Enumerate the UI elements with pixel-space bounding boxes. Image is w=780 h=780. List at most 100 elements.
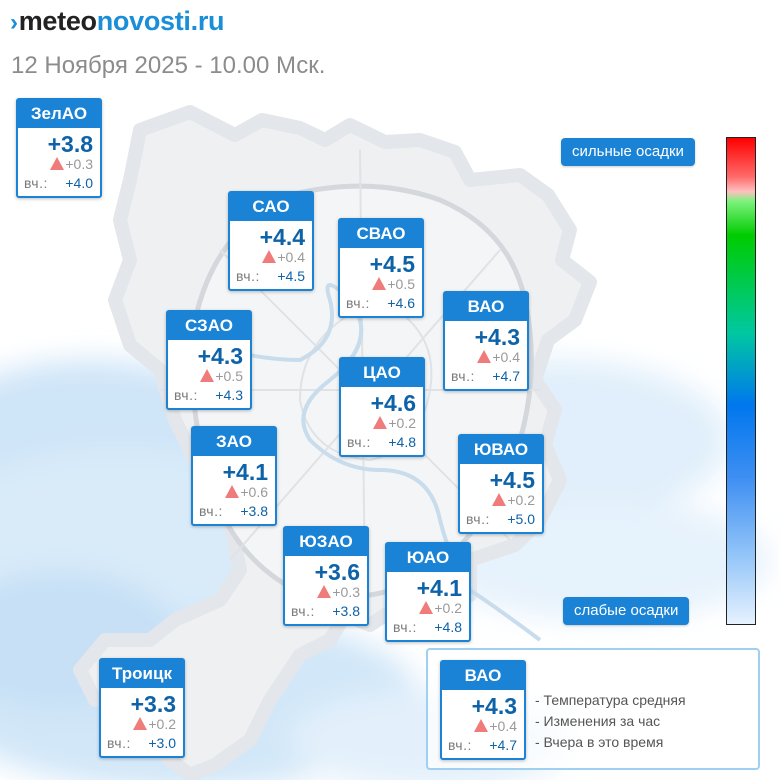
yesterday-label: вч.: xyxy=(174,387,198,403)
district-name: ЗелАО xyxy=(18,100,100,128)
triangle-up-icon xyxy=(200,369,215,382)
legend-sample-card: ВАО +4.3 +0.4 вч.: +4.7 xyxy=(440,660,526,760)
logo-text-meteo: meteo xyxy=(18,6,97,36)
precip-weak-label: слабые осадки xyxy=(563,597,690,625)
district-card-svao[interactable]: СВАО +4.5 +0.5 вч.: +4.6 xyxy=(338,218,424,318)
change-value: +0.3 xyxy=(332,584,360,600)
district-change: +0.5 xyxy=(200,368,243,384)
precip-strong-label: сильные осадки xyxy=(561,138,695,166)
district-card-yuvao[interactable]: ЮВАО +4.5 +0.2 вч.: +5.0 xyxy=(458,434,544,534)
district-card-zelao[interactable]: ЗелАО +3.8 +0.3 вч.: +4.0 xyxy=(16,98,102,198)
district-temp: +4.3 xyxy=(471,693,517,719)
district-temp: +3.3 xyxy=(130,691,176,717)
district-temp: +4.1 xyxy=(222,459,268,485)
district-change: +0.2 xyxy=(373,415,416,431)
district-name: СВАО xyxy=(340,220,422,248)
site-logo[interactable]: ›meteonovosti.ru xyxy=(10,6,225,37)
change-value: +0.5 xyxy=(387,276,415,292)
district-temp: +4.6 xyxy=(370,390,416,416)
yesterday-label: вч.: xyxy=(346,295,370,311)
triangle-up-icon xyxy=(317,585,332,598)
district-name: ЮВАО xyxy=(460,436,542,464)
district-change: +0.4 xyxy=(262,249,305,265)
district-change: +0.2 xyxy=(133,716,176,732)
change-value: +0.4 xyxy=(492,349,520,365)
yesterday-label: вч.: xyxy=(24,175,48,191)
district-name: ЦАО xyxy=(341,359,423,387)
change-value: +0.2 xyxy=(148,716,176,732)
district-card-yuao[interactable]: ЮАО +4.1 +0.2 вч.: +4.8 xyxy=(385,542,471,642)
change-value: +0.2 xyxy=(507,492,535,508)
change-value: +0.3 xyxy=(65,156,93,172)
district-name: СЗАО xyxy=(168,312,250,340)
district-yesterday: вч.: +4.5 xyxy=(236,268,305,284)
yesterday-value: +4.0 xyxy=(65,175,93,191)
district-yesterday: вч.: +4.7 xyxy=(448,737,517,753)
yesterday-label: вч.: xyxy=(393,619,417,635)
yesterday-value: +4.3 xyxy=(215,387,243,403)
district-change: +0.4 xyxy=(474,718,517,734)
district-change: +0.5 xyxy=(372,276,415,292)
triangle-up-icon xyxy=(419,601,434,614)
yesterday-value: +4.7 xyxy=(489,737,517,753)
district-name: ВАО xyxy=(445,293,527,321)
triangle-up-icon xyxy=(225,485,240,498)
logo-chevron-icon: › xyxy=(10,9,18,36)
yesterday-value: +4.6 xyxy=(387,295,415,311)
district-change: +0.2 xyxy=(492,492,535,508)
change-value: +0.5 xyxy=(215,368,243,384)
district-name: Троицк xyxy=(101,660,183,688)
district-yesterday: вч.: +3.0 xyxy=(107,735,176,751)
district-temp: +4.5 xyxy=(369,251,415,277)
district-yesterday: вч.: +4.8 xyxy=(347,434,416,450)
yesterday-value: +3.0 xyxy=(148,735,176,751)
legend-item-yesterday: - Вчера в это время xyxy=(535,734,664,750)
triangle-up-icon xyxy=(474,719,489,732)
district-card-szao[interactable]: СЗАО +4.3 +0.5 вч.: +4.3 xyxy=(166,310,252,410)
district-temp: +3.8 xyxy=(47,131,93,157)
district-yesterday: вч.: +4.3 xyxy=(174,387,243,403)
district-card-sao[interactable]: САО +4.4 +0.4 вч.: +4.5 xyxy=(228,191,314,291)
yesterday-label: вч.: xyxy=(347,434,371,450)
logo-text-novosti: novosti.ru xyxy=(96,6,225,36)
yesterday-label: вч.: xyxy=(199,503,223,519)
district-card-yuzao[interactable]: ЮЗАО +3.6 +0.3 вч.: +3.8 xyxy=(283,526,369,626)
yesterday-label: вч.: xyxy=(236,268,260,284)
district-temp: +4.3 xyxy=(197,343,243,369)
yesterday-value: +4.7 xyxy=(492,368,520,384)
yesterday-value: +3.8 xyxy=(332,603,360,619)
district-card-troitsk[interactable]: Троицк +3.3 +0.2 вч.: +3.0 xyxy=(99,658,185,758)
yesterday-value: +5.0 xyxy=(507,511,535,527)
district-card-zao[interactable]: ЗАО +4.1 +0.6 вч.: +3.8 xyxy=(191,426,277,526)
yesterday-value: +4.8 xyxy=(388,434,416,450)
yesterday-label: вч.: xyxy=(451,368,475,384)
district-card-cao[interactable]: ЦАО +4.6 +0.2 вч.: +4.8 xyxy=(339,357,425,457)
district-yesterday: вч.: +4.7 xyxy=(451,368,520,384)
change-value: +0.4 xyxy=(277,249,305,265)
triangle-up-icon xyxy=(50,157,65,170)
yesterday-value: +4.5 xyxy=(277,268,305,284)
district-name: ЮЗАО xyxy=(285,528,367,556)
triangle-up-icon xyxy=(133,717,148,730)
district-change: +0.4 xyxy=(477,349,520,365)
triangle-up-icon xyxy=(477,350,492,363)
district-temp: +4.3 xyxy=(474,324,520,350)
yesterday-label: вч.: xyxy=(466,511,490,527)
change-value: +0.2 xyxy=(434,600,462,616)
yesterday-value: +3.8 xyxy=(240,503,268,519)
legend-item-avg-temp: - Температура средняя xyxy=(535,692,686,708)
change-value: +0.6 xyxy=(240,484,268,500)
district-yesterday: вч.: +3.8 xyxy=(291,603,360,619)
triangle-up-icon xyxy=(262,250,277,263)
district-name: САО xyxy=(230,193,312,221)
district-card-vao[interactable]: ВАО +4.3 +0.4 вч.: +4.7 xyxy=(443,291,529,391)
yesterday-label: вч.: xyxy=(291,603,315,619)
change-value: +0.4 xyxy=(489,718,517,734)
district-temp: +3.6 xyxy=(314,559,360,585)
yesterday-label: вч.: xyxy=(448,737,472,753)
district-yesterday: вч.: +5.0 xyxy=(466,511,535,527)
district-temp: +4.5 xyxy=(489,467,535,493)
date-time: 12 Ноября 2025 - 10.00 Мск. xyxy=(11,52,326,79)
district-yesterday: вч.: +4.0 xyxy=(24,175,93,191)
district-change: +0.2 xyxy=(419,600,462,616)
